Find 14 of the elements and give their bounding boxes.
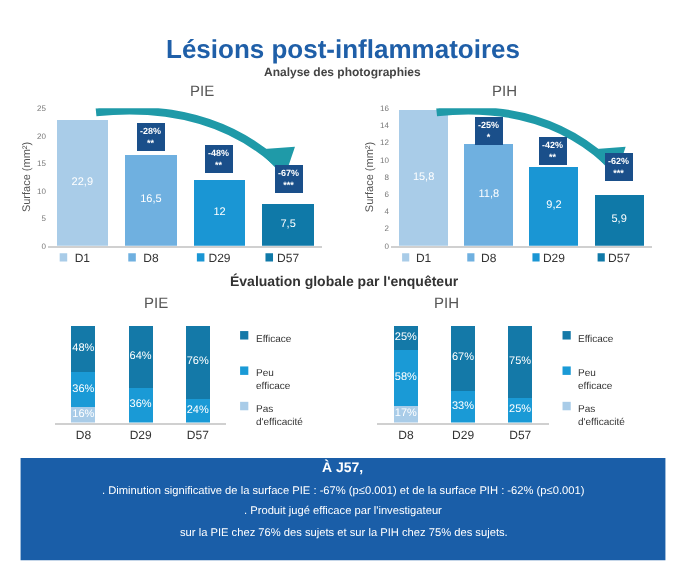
bar [56, 119, 109, 246]
bar [128, 325, 153, 388]
bar [529, 166, 579, 246]
bar [393, 349, 418, 407]
bar [185, 325, 210, 400]
bar [125, 154, 177, 246]
text: Lésions post-inflammatoires [166, 34, 520, 64]
bar [464, 144, 514, 246]
bar [399, 109, 449, 246]
bar [451, 325, 476, 391]
bar [594, 195, 644, 246]
bar [262, 204, 314, 246]
bar [193, 179, 246, 246]
bar [508, 325, 533, 399]
